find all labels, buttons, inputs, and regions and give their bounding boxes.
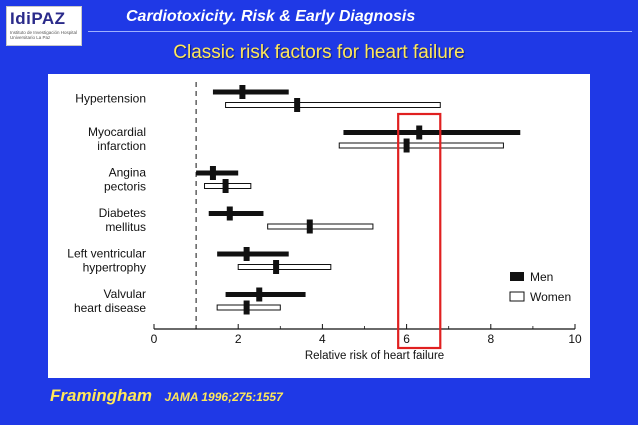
category-label: infarction [97, 139, 146, 153]
legend-swatch-men [510, 272, 524, 281]
logo-text: IdiPAZ [10, 9, 66, 28]
men-estimate-marker [239, 85, 246, 99]
category-label: Hypertension [75, 92, 146, 106]
citation: Framingham JAMA 1996;275:1557 [50, 386, 283, 406]
category-label: hypertrophy [83, 261, 146, 275]
men-ci-bar [196, 170, 239, 176]
women-ci-bar [338, 142, 504, 149]
women-estimate-marker [306, 219, 313, 234]
legend-label: Men [530, 270, 553, 284]
x-tick-label: 4 [319, 332, 326, 346]
women-estimate-marker [294, 98, 301, 112]
forest-plot-chart: 0 2 4 6 8 10 Relative risk of heart failure Hyp… [67, 82, 582, 362]
category-label: heart disease [74, 301, 146, 315]
x-tick-label: 6 [403, 332, 410, 346]
men-ci-bar [225, 292, 306, 297]
men-estimate-marker [209, 166, 216, 180]
category-label: Valvular [104, 287, 146, 301]
header-divider [88, 31, 632, 32]
x-tick-label: 2 [235, 332, 242, 346]
women-estimate-marker [273, 260, 280, 274]
men-ci-bar [212, 89, 289, 95]
logo-subtitle: Instituto de Investigación Hospital Univ… [10, 30, 78, 40]
x-axis-label: Relative risk of heart failure [305, 350, 444, 362]
men-ci-bar [217, 251, 289, 257]
men-estimate-marker [256, 287, 263, 302]
legend-label: Women [530, 290, 571, 304]
men-estimate-marker [416, 125, 423, 140]
x-tick-label: 0 [151, 332, 158, 346]
x-tick-label: 10 [568, 332, 582, 346]
category-label: pectoris [104, 180, 146, 194]
women-ci-bar [225, 102, 441, 108]
men-ci-bar [208, 211, 264, 216]
women-ci-bar [267, 223, 374, 230]
citation-reference: JAMA 1996;275:1557 [164, 390, 283, 404]
category-label: mellitus [105, 220, 146, 234]
men-estimate-marker [226, 206, 233, 221]
category-label: Diabetes [99, 206, 146, 220]
slide-title: Classic risk factors for heart failure [173, 42, 465, 63]
women-ci-bar [237, 264, 332, 270]
institute-logo: IdiPAZ Instituto de Investigación Hospit… [6, 6, 82, 46]
category-label: Left ventricular [67, 247, 146, 261]
category-label: Myocardial [88, 125, 146, 139]
category-label: Angina [109, 166, 147, 180]
header-title: Cardiotoxicity. Risk & Early Diagnosis [126, 8, 416, 25]
highlight-box [397, 112, 442, 350]
men-estimate-marker [243, 247, 250, 261]
men-ci-bar [343, 130, 521, 135]
x-tick-label: 8 [487, 332, 494, 346]
women-estimate-marker [222, 179, 229, 193]
women-estimate-marker [403, 138, 410, 153]
women-estimate-marker [243, 300, 250, 315]
legend-swatch-women [509, 291, 525, 302]
chart-figure: 0 2 4 6 8 10 Relative risk of heart failure Hyp… [48, 74, 590, 378]
citation-study: Framingham [50, 386, 153, 405]
